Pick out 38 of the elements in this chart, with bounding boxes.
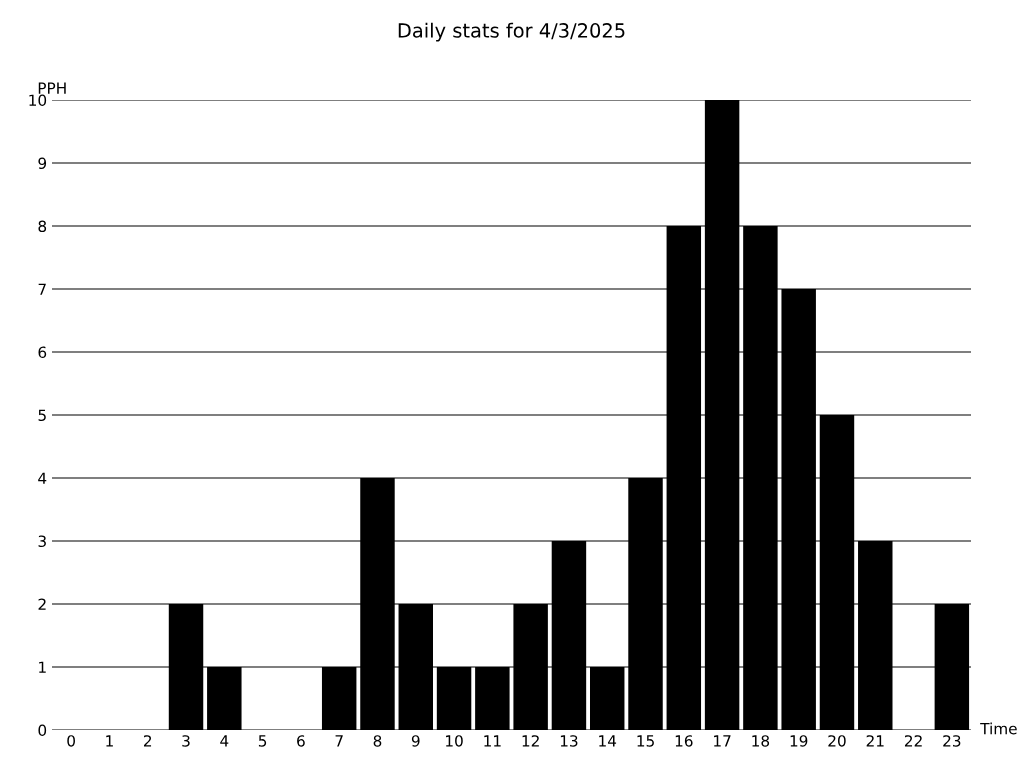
y-tick-label: 6	[38, 346, 47, 359]
y-tick-label: 1	[39, 661, 46, 673]
y-tick-label: 9	[38, 157, 47, 170]
x-tick-label: 11	[484, 735, 501, 747]
x-tick-label: 2	[143, 735, 152, 747]
y-axis-title: PPH	[38, 82, 66, 94]
x-tick-label: 3	[182, 735, 190, 747]
x-tick-label: 5	[258, 735, 267, 747]
x-tick-label: 9	[411, 735, 420, 747]
x-tick-label: 16	[675, 735, 693, 747]
x-tick-label: 17	[714, 735, 731, 747]
x-tick-label: 0	[67, 735, 75, 747]
y-tick-label: 10	[29, 94, 47, 107]
x-tick-label: 19	[790, 735, 808, 747]
y-tick-label: 8	[38, 220, 47, 233]
x-tick-label: 6	[297, 735, 305, 747]
x-tick-label: 20	[828, 735, 846, 747]
x-tick-label: 12	[522, 735, 539, 747]
x-tick-label: 10	[446, 735, 463, 747]
x-tick-label: 21	[866, 735, 884, 747]
x-axis-title: Time	[980, 722, 1017, 735]
x-tick-label: 14	[599, 735, 617, 747]
x-tick-label: 4	[220, 735, 229, 747]
x-tick-label: 8	[373, 735, 382, 747]
y-tick-label: 0	[38, 724, 47, 737]
chart-title: Daily stats for 4/3/2025	[398, 22, 625, 42]
y-tick-label: 5	[38, 409, 46, 422]
y-tick-label: 3	[38, 535, 46, 548]
y-tick-label: 4	[38, 472, 47, 484]
y-tick-label: 7	[38, 283, 46, 295]
x-tick-label: 13	[560, 735, 578, 747]
x-tick-label: 18	[752, 735, 770, 747]
x-tick-label: 15	[637, 735, 654, 747]
x-tick-label: 23	[943, 735, 961, 747]
x-tick-label: 1	[106, 735, 113, 747]
y-tick-label: 2	[38, 598, 46, 610]
x-tick-label: 22	[904, 735, 922, 747]
x-tick-label: 7	[335, 735, 343, 747]
